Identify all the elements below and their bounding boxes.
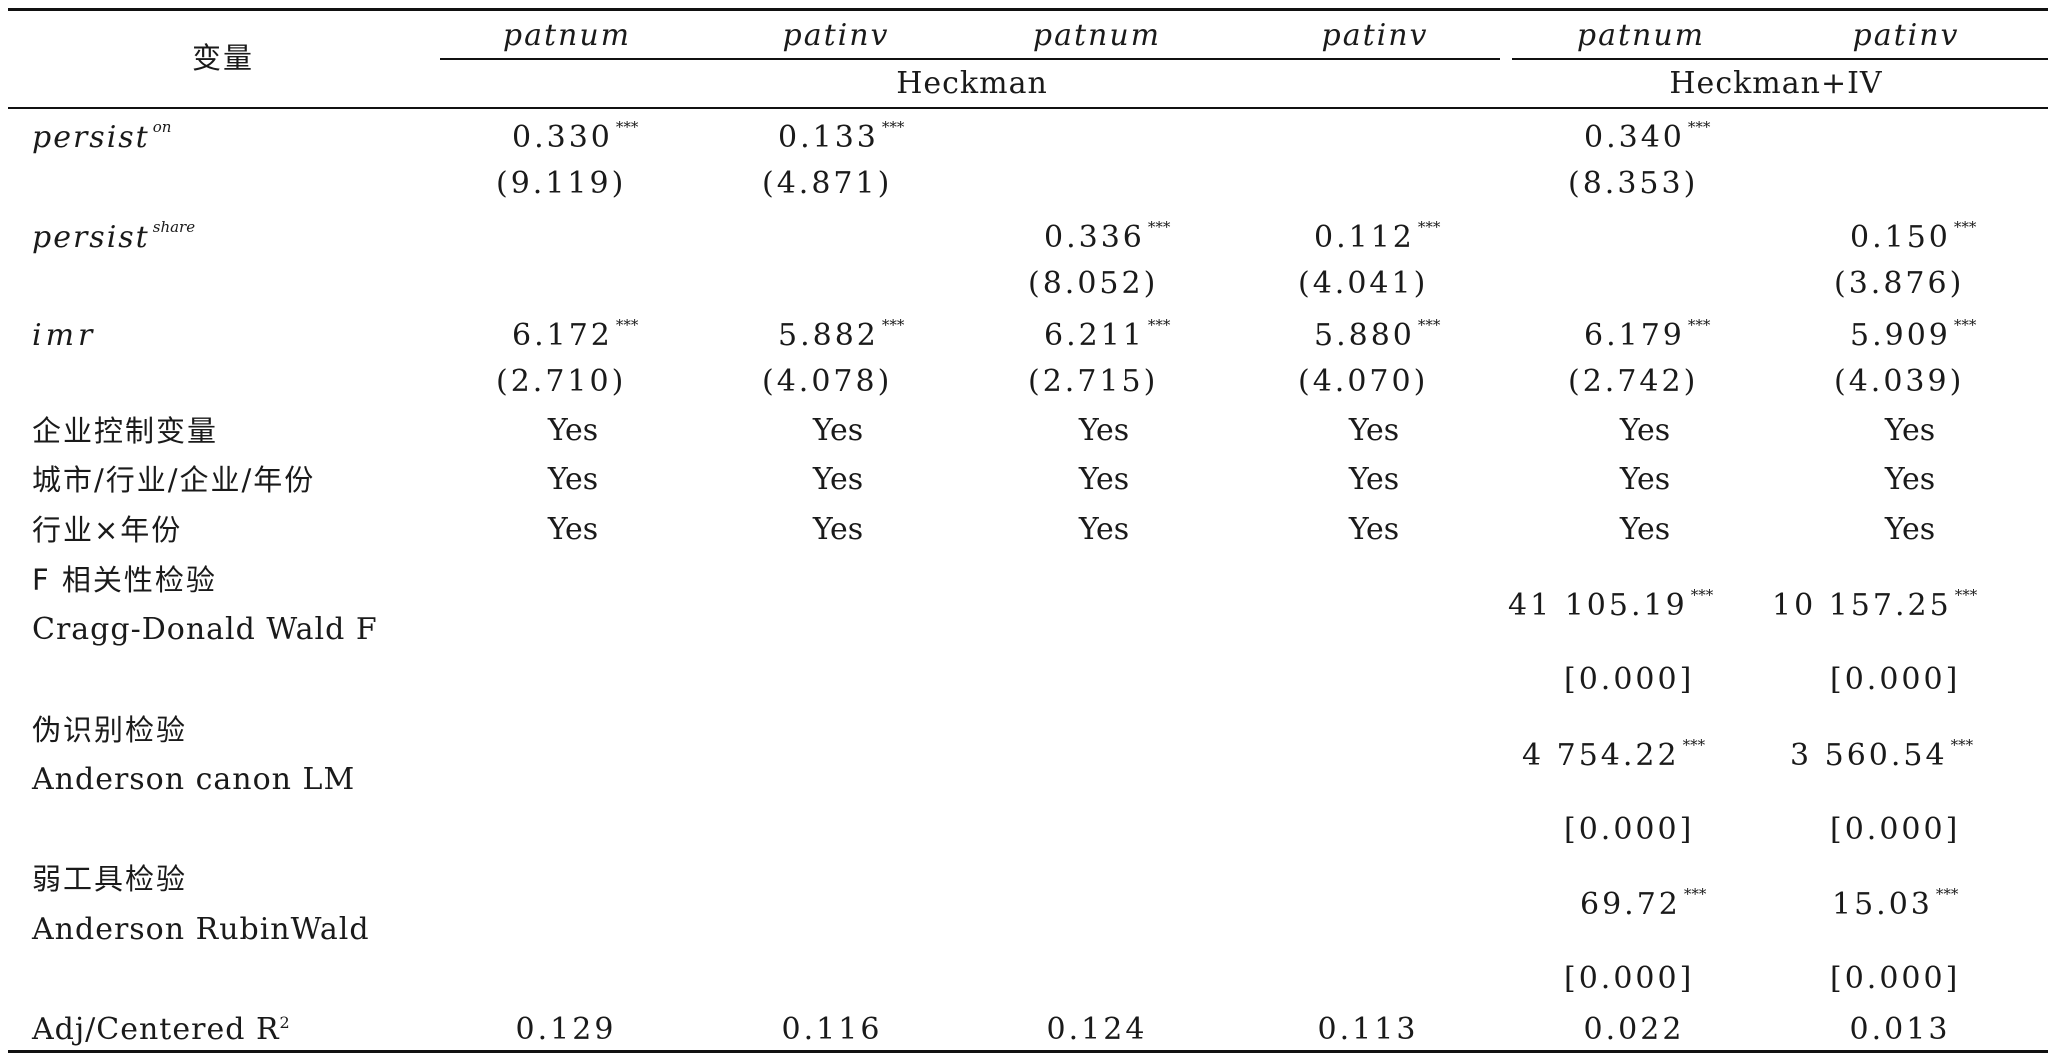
- row-label-firm-controls: 企业控制变量: [32, 414, 219, 448]
- persist-share-tstat-6: (3.876): [1834, 266, 1965, 301]
- col-header-1: patnum: [502, 18, 632, 53]
- firm-controls-5: Yes: [1619, 413, 1671, 448]
- col-header-4: patinv: [1321, 18, 1429, 53]
- persist-on-coef-1: 0.330 ***: [512, 118, 639, 156]
- persist-share-coef-4: 0.112 ***: [1314, 218, 1441, 256]
- r2-value-3: 0.124: [1046, 1012, 1148, 1047]
- bottom-rule: [8, 1050, 2048, 1053]
- row-label-anderson-rubin: Anderson RubinWald: [32, 912, 370, 947]
- f-test-pvalue-5: [0.000]: [1564, 662, 1695, 697]
- fixed-effects-6: Yes: [1884, 462, 1936, 497]
- top-rule: [8, 8, 2048, 11]
- underid-pvalue-5: [0.000]: [1564, 812, 1695, 847]
- persist-on-tstat-1: (9.119): [496, 166, 627, 201]
- row-label-persist-on: persist on: [32, 120, 171, 156]
- imr-tstat-2: (4.078): [762, 364, 893, 399]
- r2-value-5: 0.022: [1583, 1012, 1685, 1047]
- persist-on-coef-5: 0.340 ***: [1584, 118, 1711, 156]
- imr-coef-1: 6.172 ***: [512, 316, 639, 354]
- fixed-effects-4: Yes: [1348, 462, 1400, 497]
- firm-controls-3: Yes: [1078, 413, 1130, 448]
- r2-value-4: 0.113: [1317, 1012, 1419, 1047]
- f-test-value-6: 10 157.25 ***: [1772, 586, 1978, 624]
- fixed-effects-5: Yes: [1619, 462, 1671, 497]
- heckman-group-rule: [440, 58, 1500, 60]
- imr-coef-6: 5.909 ***: [1850, 316, 1977, 354]
- row-label-f-test: F 相关性检验: [32, 563, 217, 597]
- persist-share-coef-3: 0.336 ***: [1044, 218, 1171, 256]
- weak-pvalue-5: [0.000]: [1564, 961, 1695, 996]
- industry-year-5: Yes: [1619, 512, 1671, 547]
- persist-share-superscript: share: [152, 218, 196, 236]
- f-test-pvalue-6: [0.000]: [1830, 662, 1961, 697]
- heckman-iv-group-rule: [1512, 58, 2048, 60]
- row-label-r2: Adj/Centered R2: [32, 1012, 291, 1047]
- row-label-fixed-effects: 城市/行业/企业/年份: [32, 463, 316, 497]
- persist-share-base: persist: [32, 220, 150, 255]
- imr-tstat-6: (4.039): [1834, 364, 1965, 399]
- imr-coef-3: 6.211 ***: [1044, 316, 1171, 354]
- firm-controls-6: Yes: [1884, 413, 1936, 448]
- fixed-effects-3: Yes: [1078, 462, 1130, 497]
- industry-year-4: Yes: [1348, 512, 1400, 547]
- col-header-6: patinv: [1852, 18, 1960, 53]
- fixed-effects-1: Yes: [547, 462, 599, 497]
- row-label-weak-test: 弱工具检验: [32, 862, 188, 896]
- persist-on-superscript: on: [152, 118, 172, 136]
- persist-on-tstat-2: (4.871): [762, 166, 893, 201]
- persist-on-coef-2: 0.133 ***: [778, 118, 905, 156]
- imr-coef-4: 5.880 ***: [1314, 316, 1441, 354]
- weak-pvalue-6: [0.000]: [1830, 961, 1961, 996]
- header-rule: [8, 107, 2048, 109]
- row-label-persist-share: persist share: [32, 220, 195, 256]
- row-label-anderson-lm: Anderson canon LM: [32, 762, 356, 797]
- imr-coef-5: 6.179 ***: [1584, 316, 1711, 354]
- col-header-3: patnum: [1032, 18, 1162, 53]
- firm-controls-1: Yes: [547, 413, 599, 448]
- col-header-2: patinv: [782, 18, 890, 53]
- row-label-underid-test: 伪识别检验: [32, 713, 188, 747]
- persist-on-tstat-5: (8.353): [1568, 166, 1699, 201]
- underid-value-5: 4 754.22 ***: [1522, 736, 1706, 774]
- col-header-5: patnum: [1576, 18, 1706, 53]
- f-test-value-5: 41 105.19 ***: [1508, 586, 1714, 624]
- industry-year-1: Yes: [547, 512, 599, 547]
- underid-pvalue-6: [0.000]: [1830, 812, 1961, 847]
- variable-header: 变量: [192, 41, 255, 75]
- firm-controls-4: Yes: [1348, 413, 1400, 448]
- imr-coef-2: 5.882 ***: [778, 316, 905, 354]
- persist-share-tstat-4: (4.041): [1298, 266, 1429, 301]
- weak-value-6: 15.03 ***: [1832, 885, 1959, 923]
- fixed-effects-2: Yes: [812, 462, 864, 497]
- imr-tstat-3: (2.715): [1028, 364, 1159, 399]
- persist-share-coef-6: 0.150 ***: [1850, 218, 1977, 256]
- persist-on-base: persist: [32, 120, 150, 155]
- row-label-imr: imr: [32, 318, 97, 353]
- firm-controls-2: Yes: [812, 413, 864, 448]
- r2-value-2: 0.116: [781, 1012, 883, 1047]
- industry-year-3: Yes: [1078, 512, 1130, 547]
- group-heckman: Heckman: [896, 66, 1048, 101]
- r2-value-6: 0.013: [1849, 1012, 1951, 1047]
- r2-superscript: 2: [279, 1013, 291, 1032]
- imr-tstat-4: (4.070): [1298, 364, 1429, 399]
- group-heckman-iv: Heckman+IV: [1669, 66, 1883, 101]
- industry-year-6: Yes: [1884, 512, 1936, 547]
- persist-share-tstat-3: (8.052): [1028, 266, 1159, 301]
- imr-tstat-1: (2.710): [496, 364, 627, 399]
- row-label-industry-year: 行业×年份: [32, 513, 183, 547]
- imr-tstat-5: (2.742): [1568, 364, 1699, 399]
- r2-value-1: 0.129: [515, 1012, 617, 1047]
- weak-value-5: 69.72 ***: [1580, 885, 1707, 923]
- underid-value-6: 3 560.54 ***: [1790, 736, 1974, 774]
- row-label-cragg-donald: Cragg-Donald Wald F: [32, 612, 378, 647]
- industry-year-2: Yes: [812, 512, 864, 547]
